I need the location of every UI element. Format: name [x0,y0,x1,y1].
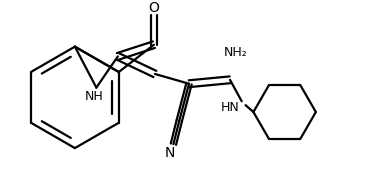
Text: NH: NH [85,90,104,103]
Text: NH₂: NH₂ [224,46,248,59]
Text: O: O [149,1,159,15]
Text: HN: HN [221,101,239,114]
Text: N: N [164,146,175,160]
